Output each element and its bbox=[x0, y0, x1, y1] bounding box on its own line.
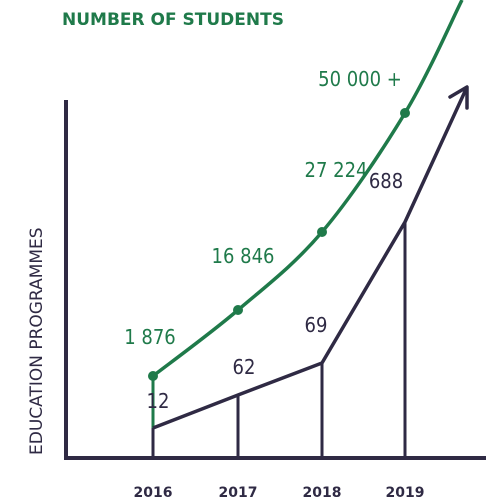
data-point bbox=[233, 305, 243, 315]
series-line-programmes bbox=[152, 86, 469, 430]
data-label-programmes: 688 bbox=[369, 169, 403, 193]
data-label-students: 27 224 bbox=[305, 158, 368, 182]
data-label-students: 1 876 bbox=[124, 325, 176, 349]
data-label-programmes: 62 bbox=[233, 355, 256, 379]
data-point bbox=[317, 227, 327, 237]
series-line-students bbox=[151, 0, 464, 378]
data-label-programmes: 69 bbox=[305, 313, 328, 337]
data-points bbox=[148, 108, 410, 381]
x-tick-label-2018: 2018 bbox=[303, 485, 342, 501]
data-point bbox=[148, 371, 158, 381]
axes bbox=[64, 100, 486, 460]
data-label-students: 50 000 + bbox=[318, 67, 402, 91]
data-label-students: 16 846 bbox=[212, 244, 275, 268]
y-axis-label: EDUCATION PROGRAMMES bbox=[27, 227, 47, 455]
arrow-head bbox=[448, 85, 469, 110]
chart-title: NUMBER OF STUDENTS bbox=[62, 10, 284, 30]
x-tick-labels: 2016 2017 2018 2019 bbox=[134, 485, 425, 501]
x-tick-label-2019: 2019 bbox=[386, 485, 425, 501]
data-point bbox=[400, 108, 410, 118]
drop-lines bbox=[151, 222, 407, 458]
x-tick-label-2016: 2016 bbox=[134, 485, 173, 501]
data-label-programmes: 12 bbox=[147, 389, 170, 413]
data-labels: 1 876 16 846 27 224 50 000 + 12 62 69 688 bbox=[124, 67, 403, 413]
x-tick-label-2017: 2017 bbox=[219, 485, 258, 501]
series-lines bbox=[151, 0, 469, 430]
